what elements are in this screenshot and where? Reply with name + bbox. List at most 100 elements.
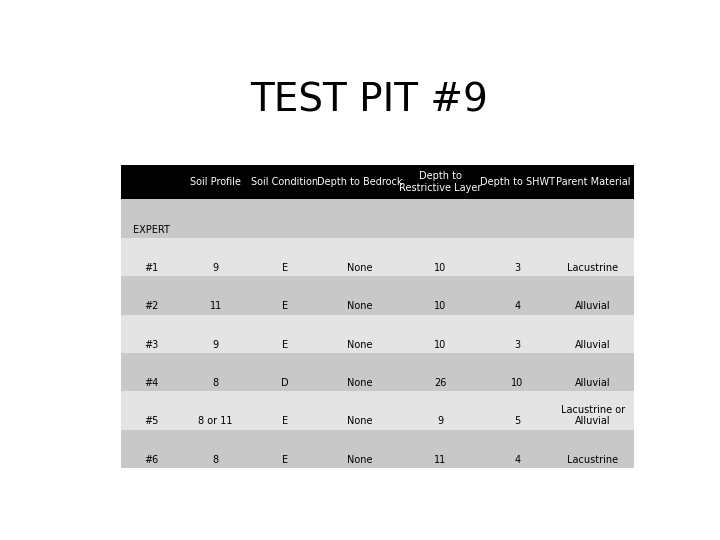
Text: D: D <box>281 378 289 388</box>
Bar <box>321 238 398 276</box>
Text: 11: 11 <box>434 455 446 465</box>
Text: Alluvial: Alluvial <box>575 301 611 311</box>
Text: None: None <box>346 340 372 350</box>
Text: E: E <box>282 263 288 273</box>
Bar <box>249 165 321 199</box>
Text: Alluvial: Alluvial <box>575 378 611 388</box>
Bar <box>482 199 552 238</box>
Text: Lacustrine: Lacustrine <box>567 455 618 465</box>
Text: None: None <box>346 416 372 427</box>
Text: Parent Material: Parent Material <box>556 177 630 187</box>
Text: #2: #2 <box>144 301 158 311</box>
Bar <box>552 353 634 392</box>
Text: 3: 3 <box>514 263 521 273</box>
Bar <box>552 430 634 468</box>
Text: None: None <box>346 378 372 388</box>
Bar <box>398 276 482 315</box>
Bar <box>482 238 552 276</box>
Text: None: None <box>346 455 372 465</box>
Bar <box>552 238 634 276</box>
Bar <box>482 276 552 315</box>
Text: 8 or 11: 8 or 11 <box>199 416 233 427</box>
Text: Lacustrine or
Alluvial: Lacustrine or Alluvial <box>561 405 625 427</box>
Text: 9: 9 <box>212 263 219 273</box>
Text: Alluvial: Alluvial <box>575 340 611 350</box>
Text: 9: 9 <box>437 416 444 427</box>
Bar <box>121 238 182 276</box>
Text: 26: 26 <box>434 378 446 388</box>
Text: 8: 8 <box>212 455 219 465</box>
Bar <box>398 353 482 392</box>
Bar <box>121 353 182 392</box>
Text: 4: 4 <box>514 301 521 311</box>
Bar <box>552 392 634 430</box>
Text: #4: #4 <box>145 378 158 388</box>
Bar <box>482 430 552 468</box>
Text: E: E <box>282 340 288 350</box>
Text: 8: 8 <box>212 378 219 388</box>
Bar <box>249 276 321 315</box>
Bar <box>182 165 249 199</box>
Text: #1: #1 <box>145 263 158 273</box>
Text: E: E <box>282 416 288 427</box>
Text: 5: 5 <box>514 416 521 427</box>
Bar <box>121 392 182 430</box>
Text: Depth to Bedrock: Depth to Bedrock <box>317 177 402 187</box>
Bar <box>182 353 249 392</box>
Bar <box>552 199 634 238</box>
Text: #6: #6 <box>145 455 158 465</box>
Bar <box>398 315 482 353</box>
Bar <box>121 430 182 468</box>
Bar <box>249 199 321 238</box>
Bar <box>552 315 634 353</box>
Text: #3: #3 <box>145 340 158 350</box>
Text: Depth to SHWT: Depth to SHWT <box>480 177 555 187</box>
Bar <box>398 165 482 199</box>
Bar <box>321 315 398 353</box>
Text: None: None <box>346 263 372 273</box>
Text: EXPERT: EXPERT <box>133 225 170 234</box>
Text: 10: 10 <box>434 301 446 311</box>
Text: #5: #5 <box>144 416 158 427</box>
Text: 9: 9 <box>212 340 219 350</box>
Bar <box>321 430 398 468</box>
Text: Soil Profile: Soil Profile <box>190 177 241 187</box>
Text: None: None <box>346 301 372 311</box>
Bar <box>249 315 321 353</box>
Bar <box>182 276 249 315</box>
Bar <box>398 430 482 468</box>
Bar <box>182 315 249 353</box>
Bar <box>398 199 482 238</box>
Bar <box>121 199 182 238</box>
Text: 10: 10 <box>434 263 446 273</box>
Bar <box>482 392 552 430</box>
Bar <box>182 430 249 468</box>
Bar <box>482 165 552 199</box>
Bar <box>249 392 321 430</box>
Bar <box>552 276 634 315</box>
Bar <box>321 392 398 430</box>
Bar <box>249 353 321 392</box>
Bar <box>182 199 249 238</box>
Text: 10: 10 <box>434 340 446 350</box>
Text: E: E <box>282 455 288 465</box>
Bar <box>321 165 398 199</box>
Bar <box>121 276 182 315</box>
Text: TEST PIT #9: TEST PIT #9 <box>250 82 488 119</box>
Text: Soil Condition: Soil Condition <box>251 177 318 187</box>
Bar <box>398 392 482 430</box>
Text: 4: 4 <box>514 455 521 465</box>
Bar <box>121 165 182 199</box>
Text: E: E <box>282 301 288 311</box>
Text: 10: 10 <box>511 378 523 388</box>
Bar <box>482 353 552 392</box>
Bar <box>321 353 398 392</box>
Bar <box>182 392 249 430</box>
Text: 3: 3 <box>514 340 521 350</box>
Bar <box>249 238 321 276</box>
Bar <box>249 430 321 468</box>
Bar <box>482 315 552 353</box>
Bar <box>182 238 249 276</box>
Bar <box>321 199 398 238</box>
Bar <box>552 165 634 199</box>
